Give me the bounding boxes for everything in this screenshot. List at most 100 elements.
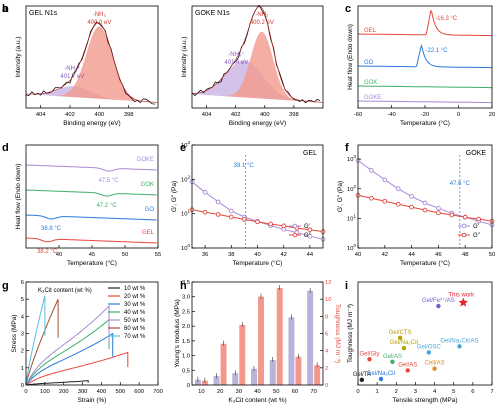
x-tick-label-i: 0 bbox=[356, 389, 359, 395]
data-point-G″ bbox=[395, 201, 401, 207]
tick-exponent: 1 bbox=[187, 209, 190, 214]
y-axis-label-d: Heat flow (Endo down) bbox=[15, 164, 22, 230]
series-label-GOK: GOK bbox=[141, 182, 154, 188]
x-tick-label-f: 44 bbox=[408, 252, 415, 258]
x-tick-label-g: 500 bbox=[115, 389, 125, 395]
dsc-curve-GOK bbox=[25, 189, 157, 197]
stress-curve-30 wt % bbox=[25, 332, 114, 386]
peak-fill--NH2 bbox=[26, 26, 158, 103]
legend-label-30 wt %: 30 wt % bbox=[124, 302, 146, 308]
data-point-G″ bbox=[422, 207, 428, 213]
y-axis-label-g: Stress (MPa) bbox=[11, 315, 18, 353]
series-label-GO: GO bbox=[145, 207, 155, 213]
series-line-G′ bbox=[357, 160, 493, 226]
scatter-point bbox=[436, 303, 441, 309]
x-tick-label-c: 20 bbox=[489, 112, 495, 118]
transition-label: 38.8 °C bbox=[41, 226, 62, 232]
panel-label-h: h bbox=[180, 280, 187, 292]
dsc-curve-GEL bbox=[358, 9, 492, 37]
data-point-G′ bbox=[436, 205, 441, 211]
bar-toughness bbox=[239, 324, 246, 385]
scatter-point bbox=[405, 368, 410, 373]
y-tick-label-h: 3.5 bbox=[182, 280, 190, 286]
legend-label-G′: G′ bbox=[473, 224, 480, 230]
x-tick-label-g: 0 bbox=[24, 389, 27, 395]
bar-toughness bbox=[201, 380, 208, 385]
x-axis-label-a: Binding energy (eV) bbox=[63, 120, 120, 127]
scatter-point bbox=[378, 376, 384, 382]
x-tick-label: 30 bbox=[236, 389, 242, 395]
tick-exponent: 1 bbox=[353, 213, 356, 218]
scatter-point bbox=[432, 366, 437, 371]
x-tick-label-a: 404 bbox=[36, 112, 46, 118]
x-axis-label-i: Tensile strength (MPa) bbox=[392, 397, 457, 404]
y-right-tick-label: 10 bbox=[325, 297, 331, 303]
legend-marker-G′ bbox=[292, 223, 298, 229]
legend-label-20 wt %: 20 wt % bbox=[124, 294, 146, 300]
data-point-G″ bbox=[242, 217, 247, 222]
crossover-label: 47.6 °C bbox=[450, 181, 471, 187]
x-tick-label-e: 38 bbox=[228, 252, 234, 258]
y-right-axis-label: Toughness (MJ m⁻³) bbox=[334, 304, 341, 363]
series-label-GOKE: GOKE bbox=[137, 157, 154, 163]
transition-label: 47.2 °C bbox=[96, 203, 117, 209]
scatter-point bbox=[457, 344, 462, 349]
point-label: This work bbox=[448, 293, 475, 299]
x-tick-label-a: 402 bbox=[65, 112, 75, 118]
y-right-tick-label: 4 bbox=[325, 349, 329, 355]
data-point-G″ bbox=[382, 198, 388, 204]
series-label-GO: GO bbox=[364, 60, 374, 66]
axes-frame-h bbox=[191, 281, 324, 386]
panel-label-e: e bbox=[180, 142, 186, 154]
x-tick-label-i: 4 bbox=[433, 389, 437, 395]
x-axis-label-d: Temperature (°C) bbox=[67, 259, 117, 267]
data-point-G″ bbox=[369, 195, 374, 201]
y-tick-label: 101 bbox=[181, 209, 190, 218]
point-label: Gel/Na₃Cit bbox=[367, 371, 396, 377]
x-tick-label-d: 50 bbox=[122, 252, 128, 258]
data-point-G′ bbox=[422, 200, 428, 206]
panel-title-f: GOKE bbox=[466, 150, 487, 157]
data-point-G″ bbox=[281, 223, 287, 229]
data-point-G″ bbox=[307, 227, 313, 233]
panel-b: 404 402 400 398 bbox=[191, 4, 323, 118]
stress-curve-40 wt % bbox=[25, 318, 110, 386]
peak-energy: 400.2 eV bbox=[250, 20, 274, 26]
legend-marker-G″ bbox=[292, 232, 298, 238]
point-label: Gel/AS bbox=[398, 362, 417, 368]
series-label-GEL: GEL bbox=[364, 28, 377, 34]
y-tick-label: 103 bbox=[181, 140, 190, 149]
y-tick-label-h: 0.5 bbox=[182, 368, 190, 374]
data-point-G′ bbox=[215, 199, 221, 205]
star-marker bbox=[458, 297, 468, 307]
x-tick-label-d: 45 bbox=[89, 252, 95, 258]
legend-marker-G″ bbox=[461, 232, 467, 238]
bar-toughness bbox=[295, 356, 302, 385]
y-axis-label-c: Heat flow (Endo down) bbox=[347, 24, 354, 90]
x-axis-label-c: Temperature (°C) bbox=[400, 119, 450, 127]
fit-envelope bbox=[192, 6, 323, 103]
y-axis-label-a: Intensity (a.u.) bbox=[15, 36, 22, 77]
raw-spectrum bbox=[25, 21, 156, 105]
bar-toughness bbox=[258, 296, 264, 385]
y-axis-label-b: Intensity (a.u.) bbox=[181, 36, 188, 77]
panel-g: 0 100 200 300 400 500 600 700 0 1 2 3 4 5 6 10 wt % 20 w… bbox=[21, 280, 163, 395]
fit-envelope bbox=[26, 22, 158, 103]
bar-toughness bbox=[220, 343, 227, 385]
bar-toughness bbox=[276, 288, 283, 385]
y-tick-label: 100 bbox=[181, 243, 190, 252]
crossover-label: 39.1 °C bbox=[234, 163, 255, 169]
point-label: Gel/Fe³⁺/AS bbox=[422, 297, 455, 304]
y-tick-label: 102 bbox=[181, 174, 190, 183]
data-point-G″ bbox=[476, 216, 481, 222]
transition-label: 38.2 °C bbox=[37, 249, 58, 255]
data-point-G″ bbox=[268, 221, 273, 227]
x-tick-label-c: -40 bbox=[387, 112, 395, 118]
scatter-point bbox=[390, 359, 395, 365]
scatter-point bbox=[397, 335, 403, 340]
tick-exponent: 3 bbox=[353, 154, 356, 159]
legend-label-10 wt %: 10 wt % bbox=[124, 286, 146, 292]
legend-label-70 wt %: 70 wt % bbox=[124, 334, 146, 340]
axes-frame-a bbox=[25, 5, 159, 109]
